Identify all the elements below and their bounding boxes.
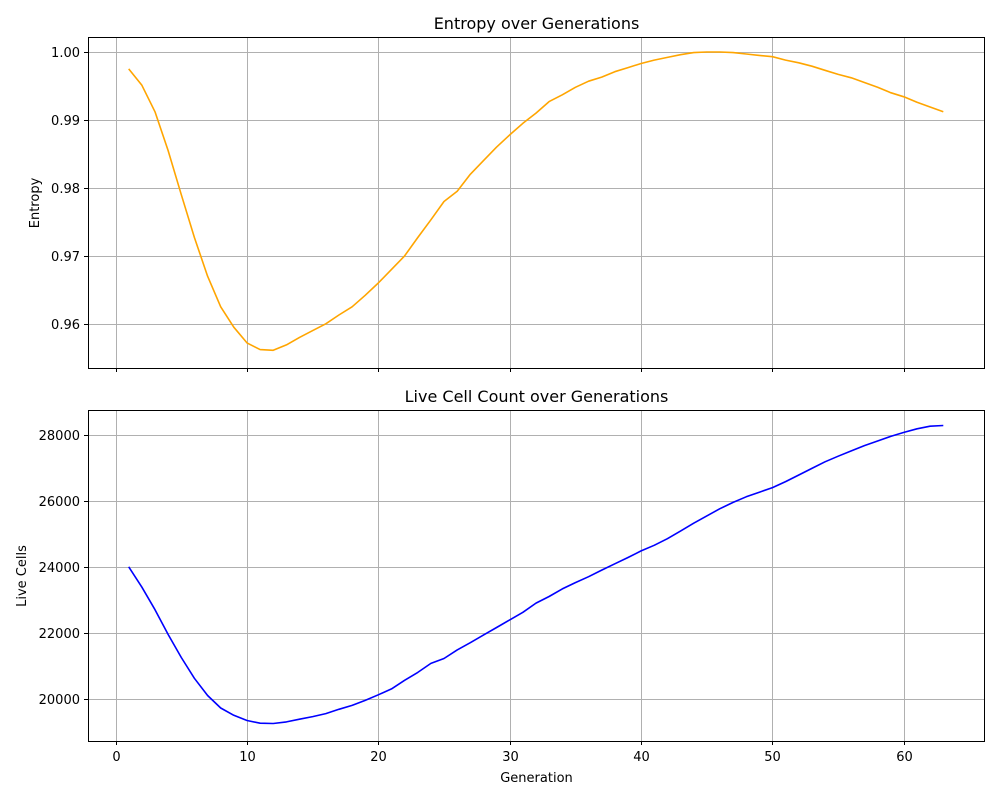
live-cells-x-tick-label: 20 (370, 750, 387, 765)
live-cells-series-line (128, 424, 944, 725)
live-cells-axes-frame (88, 410, 985, 742)
live-cells-x-tick-label: 60 (896, 750, 913, 765)
live-cells-x-tick-label: 50 (764, 750, 781, 765)
entropy-grid (88, 37, 984, 368)
entropy-y-axis-label: Entropy (28, 177, 43, 228)
entropy-line-layer (128, 51, 944, 352)
entropy-axes-frame (88, 37, 985, 369)
live-cells-x-ticks: 0 10 20 30 40 50 60 (112, 741, 913, 765)
live-cells-chart-title: Live Cell Count over Generations (405, 387, 669, 406)
entropy-x-ticks (116, 368, 905, 372)
live-cells-x-axis-label: Generation (500, 771, 573, 786)
live-cells-chart: Live Cell Count over Generations 0 10 20 30… (15, 387, 985, 786)
live-cells-y-tick-label: 22000 (39, 627, 80, 642)
live-cells-x-tick-label: 30 (502, 750, 519, 765)
entropy-y-tick-label: 0.96 (51, 318, 80, 333)
entropy-y-tick-label: 0.99 (51, 114, 80, 129)
entropy-y-ticks: 0.96 0.97 0.98 0.99 1.00 (51, 46, 88, 333)
live-cells-y-tick-label: 20000 (39, 693, 80, 708)
live-cells-y-axis-label: Live Cells (15, 545, 30, 607)
live-cells-y-tick-label: 28000 (39, 429, 80, 444)
live-cells-line-layer (128, 424, 944, 725)
entropy-chart: Entropy over Generations 0.960.970.980.9… (28, 14, 985, 372)
live-cells-y-tick-label: 24000 (39, 561, 80, 576)
live-cells-y-ticks: 20000 22000 24000 26000 28000 (39, 429, 88, 708)
entropy-y-tick-label: 1.00 (51, 46, 80, 61)
live-cells-x-tick-label: 0 (112, 750, 120, 765)
entropy-chart-title: Entropy over Generations (434, 14, 640, 33)
live-cells-y-tick-label: 26000 (39, 495, 80, 510)
entropy-series-line (128, 51, 944, 352)
live-cells-x-tick-label: 40 (633, 750, 650, 765)
entropy-y-tick-label: 0.98 (51, 182, 80, 197)
live-cells-grid (88, 410, 984, 741)
entropy-y-tick-label: 0.97 (51, 250, 80, 265)
live-cells-x-tick-label: 10 (239, 750, 256, 765)
